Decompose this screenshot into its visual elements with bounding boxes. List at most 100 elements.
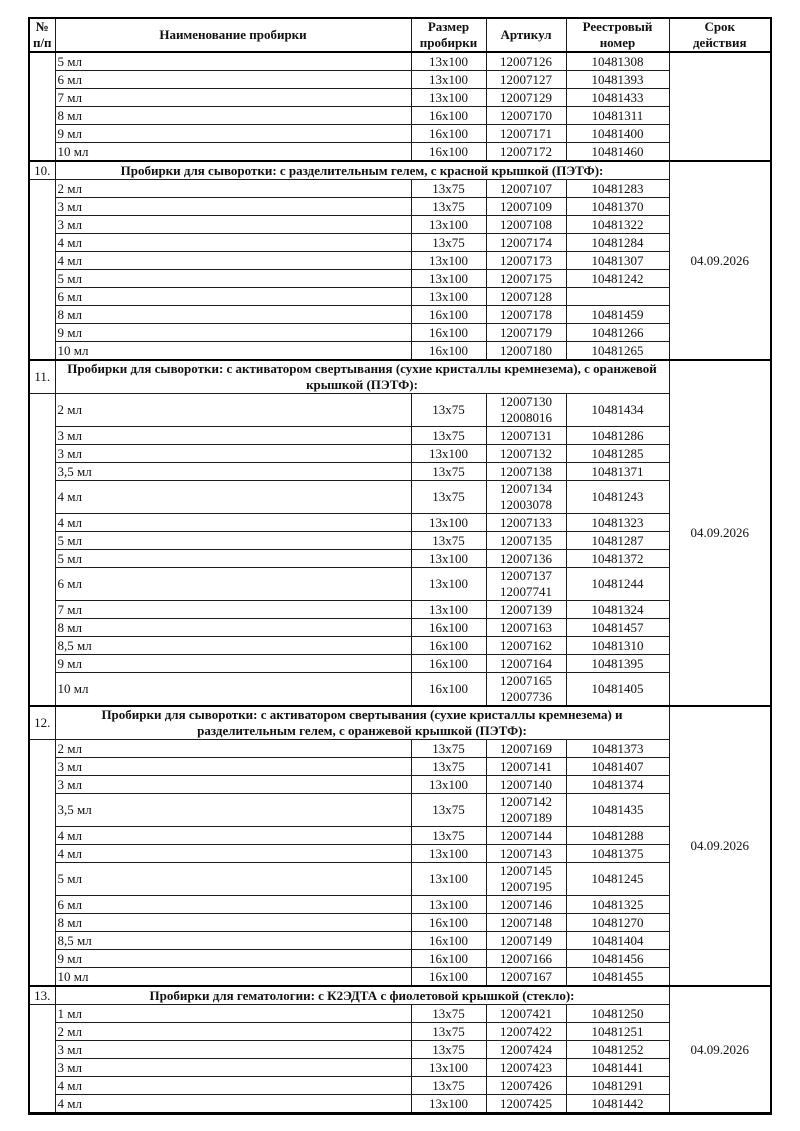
cell-registry-number: 10481459 — [565, 305, 670, 324]
section-number: 12. — [28, 705, 56, 740]
cell-tube-name: 8,5 мл — [54, 931, 412, 950]
section-header-row: 11. Пробирки для сыворотки: с активатором… — [28, 359, 772, 707]
cell-registry-number: 10481287 — [565, 531, 670, 550]
cell-article: 12007145 12007195 — [485, 862, 567, 896]
cell-tube-size: 16x100 — [410, 672, 487, 707]
cell-tube-name: 9 мл — [54, 949, 412, 968]
table-row: 8,5 мл 16x100 12007149 10481404 — [29, 931, 771, 950]
cell-tube-name: 6 мл — [54, 287, 412, 306]
section-header-row: 10. Пробирки для сыворотки: с разделитель… — [28, 160, 772, 361]
cell-tube-name: 8 мл — [54, 305, 412, 324]
cell-registry-number: 10481285 — [565, 444, 670, 463]
cell-tube-size: 13x100 — [410, 251, 487, 270]
column-header-name: Наименование пробирки — [54, 17, 412, 53]
cell-tube-size: 13x75 — [410, 1076, 487, 1095]
cell-tube-name: 8,5 мл — [54, 636, 412, 655]
cell-registry-number: 10481308 — [565, 51, 670, 71]
cell-article: 12007166 — [485, 949, 567, 968]
cell-tube-size: 16x100 — [410, 949, 487, 968]
table-row: 10 мл 16x100 12007180 10481265 — [29, 341, 771, 361]
tube-registry-table: № п/п Наименование пробирки Размер проби… — [28, 17, 772, 1115]
cell-article: 12007172 — [485, 142, 567, 162]
cell-tube-size: 13x100 — [410, 895, 487, 914]
cell-article: 12007163 — [485, 618, 567, 637]
table-row: 7 мл 13x100 12007139 10481324 — [29, 600, 771, 619]
cell-registry-number: 10481266 — [565, 323, 670, 342]
table-row: 6 мл 13x100 12007137 12007741 10481244 — [29, 567, 771, 601]
cell-tube-name: 7 мл — [54, 600, 412, 619]
cell-tube-name: 4 мл — [54, 1094, 412, 1114]
cell-article: 12007171 — [485, 124, 567, 143]
cell-tube-size: 16x100 — [410, 654, 487, 673]
table-row: 3,5 мл 13x75 12007138 10481371 — [29, 462, 771, 481]
cell-article: 12007146 — [485, 895, 567, 914]
cell-tube-name: 4 мл — [54, 480, 412, 514]
cell-tube-name: 10 мл — [54, 672, 412, 707]
cell-registry-number: 10481283 — [565, 179, 670, 198]
cell-tube-name: 4 мл — [54, 826, 412, 845]
table-row: 10 мл 16x100 12007165 12007736 10481405 — [29, 672, 771, 707]
validity-cell: 04.09.2026 — [668, 359, 772, 707]
cell-registry-number: 10481407 — [565, 757, 670, 776]
cell-tube-name: 8 мл — [54, 913, 412, 932]
table-row: 1 мл 13x75 12007421 10481250 — [28, 1004, 771, 1114]
cell-tube-name: 1 мл — [54, 1004, 412, 1023]
cell-registry-number: 10481455 — [565, 967, 670, 987]
table-header: № п/п Наименование пробирки Размер проби… — [28, 17, 772, 53]
section-title: Пробирки для гематологии: с К2ЭДТА с фио… — [54, 985, 670, 1005]
cell-tube-name: 3,5 мл — [54, 462, 412, 481]
cell-registry-number: 10481393 — [565, 70, 670, 89]
cell-tube-name: 10 мл — [54, 967, 412, 987]
cell-tube-size: 16x100 — [410, 931, 487, 950]
table-row: 7 мл 13x100 12007129 10481433 — [29, 88, 771, 107]
table-row: 3 мл 13x75 12007109 10481370 — [29, 197, 771, 216]
table-row: 3 мл 13x100 12007108 10481322 — [29, 215, 771, 234]
cell-registry-number: 10481324 — [565, 600, 670, 619]
cell-article: 12007134 12003078 — [485, 480, 567, 514]
num-spacer-cell — [28, 739, 56, 987]
table-row: 4 мл 13x75 12007426 10481291 — [29, 1076, 771, 1095]
cell-tube-name: 10 мл — [54, 341, 412, 361]
cell-registry-number: 10481435 — [565, 793, 670, 827]
cell-tube-name: 4 мл — [54, 251, 412, 270]
cell-tube-name: 2 мл — [54, 393, 412, 427]
cell-registry-number: 10481291 — [565, 1076, 670, 1095]
cell-tube-name: 6 мл — [54, 895, 412, 914]
cell-tube-size: 13x100 — [410, 51, 487, 71]
section-number: 10. — [28, 160, 56, 180]
cell-tube-size: 13x100 — [410, 269, 487, 288]
table-row: 4 мл 13x75 12007144 10481288 — [29, 826, 771, 845]
cell-article: 12007426 — [485, 1076, 567, 1095]
cell-tube-name: 8 мл — [54, 106, 412, 125]
cell-article: 12007126 — [485, 51, 567, 71]
cell-registry-number: 10481286 — [565, 426, 670, 445]
cell-tube-size: 13x75 — [410, 826, 487, 845]
cell-tube-size: 13x100 — [410, 513, 487, 532]
cell-registry-number: 10481400 — [565, 124, 670, 143]
table-row: 4 мл 13x100 12007133 10481323 — [29, 513, 771, 532]
cell-article: 12007108 — [485, 215, 567, 234]
table-row: 8,5 мл 16x100 12007162 10481310 — [29, 636, 771, 655]
cell-tube-name: 3 мл — [54, 1040, 412, 1059]
num-spacer-cell — [28, 51, 56, 162]
cell-article: 12007425 — [485, 1094, 567, 1114]
column-header-num: № п/п — [28, 17, 56, 53]
section-title: Пробирки для сыворотки: с активатором св… — [54, 359, 670, 394]
cell-tube-size: 13x75 — [410, 426, 487, 445]
cell-tube-size: 13x100 — [410, 862, 487, 896]
cell-tube-size: 13x100 — [410, 1058, 487, 1077]
table-row: 3,5 мл 13x75 12007142 12007189 10481435 — [29, 793, 771, 827]
cell-article: 12007167 — [485, 967, 567, 987]
cell-tube-size: 13x100 — [410, 444, 487, 463]
cell-registry-number: 10481323 — [565, 513, 670, 532]
cell-article: 12007107 — [485, 179, 567, 198]
cell-registry-number: 10481434 — [565, 393, 670, 427]
cell-tube-name: 5 мл — [54, 549, 412, 568]
cell-tube-size: 13x75 — [410, 739, 487, 758]
cell-tube-name: 5 мл — [54, 531, 412, 550]
cell-tube-size: 13x75 — [410, 1040, 487, 1059]
cell-tube-size: 16x100 — [410, 106, 487, 125]
cell-tube-name: 4 мл — [54, 233, 412, 252]
cell-tube-name: 8 мл — [54, 618, 412, 637]
